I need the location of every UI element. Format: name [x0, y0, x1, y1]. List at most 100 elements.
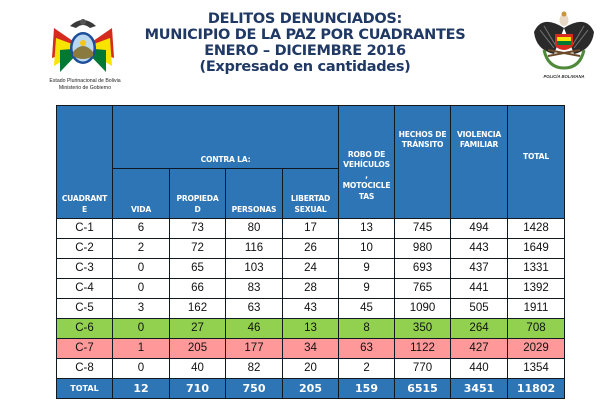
table-row-c5: C-5 3 162 63 43 45 1090 505 1911 [56, 298, 566, 319]
cell-personas: 63 [225, 298, 283, 319]
title-line-2: MUNICIPIO DE LA PAZ POR CUADRANTES [144, 27, 466, 43]
header-violencia-line-1: VIOLENCIA [457, 129, 502, 139]
header-libertad-line-2: SEXUAL [294, 204, 327, 214]
table-row-c7-highest: C-7 1 205 177 34 63 1122 427 2029 [56, 338, 566, 359]
header-libertad-sexual: LIBERTAD SEXUAL [281, 168, 340, 219]
cell-personas: 116 [225, 238, 283, 259]
header-violencia-line-2: FAMILIAR [459, 140, 499, 149]
table-row-c3: C-3 0 65 103 24 9 693 437 1331 [56, 258, 566, 279]
cell-propiedad: 40 [169, 358, 226, 379]
cell-personas: 103 [225, 258, 283, 279]
cell-total-propiedad: 710 [169, 378, 226, 399]
cell-vida: 3 [112, 298, 170, 319]
cell-violencia-familiar: 494 [450, 218, 509, 239]
cell-propiedad: 72 [169, 238, 226, 259]
cell-total: 1428 [507, 218, 566, 239]
table-row-c2: C-2 2 72 116 26 10 980 443 1649 [56, 238, 566, 259]
cell-violencia-familiar: 427 [450, 338, 509, 359]
cell-libertad-sexual: 28 [281, 278, 340, 299]
cell-cuadrante: C-4 [56, 278, 113, 299]
cell-total-robo-vehiculos: 159 [338, 378, 396, 399]
cell-total: 708 [507, 318, 566, 339]
table-row-c8: C-8 0 40 82 20 2 770 440 1354 [56, 358, 566, 379]
cell-libertad-sexual: 17 [281, 218, 340, 239]
cell-violencia-familiar: 505 [450, 298, 509, 319]
header-robo-line-3: , [365, 170, 368, 180]
cell-total: 1331 [507, 258, 566, 279]
cell-propiedad: 65 [169, 258, 226, 279]
cell-vida: 0 [112, 318, 170, 339]
cell-violencia-familiar: 440 [450, 358, 509, 379]
cell-vida: 6 [112, 218, 170, 239]
logo-caption: POLICÍA BOLIVIANA [543, 74, 585, 79]
cell-total: 1354 [507, 358, 566, 379]
cell-personas: 82 [225, 358, 283, 379]
header-personas: PERSONAS [225, 168, 283, 219]
cell-propiedad: 73 [169, 218, 226, 239]
header-contra-la: CONTRA LA: [111, 105, 340, 169]
header-cuadrante-line-1: CUADRANT [61, 194, 108, 203]
cell-personas: 46 [225, 318, 283, 339]
cell-vida: 0 [112, 358, 170, 379]
cell-libertad-sexual: 26 [281, 238, 340, 259]
header-vida: VIDA [112, 168, 170, 219]
cell-robo-vehiculos: 8 [338, 318, 396, 339]
cell-total: 2029 [507, 338, 566, 359]
cell-cuadrante: C-6 [56, 318, 113, 339]
cell-total-personas: 750 [225, 378, 283, 399]
cell-violencia-familiar: 443 [450, 238, 509, 259]
cell-libertad-sexual: 20 [281, 358, 340, 379]
header-transito-line-1: HECHOS DE [398, 129, 447, 139]
cell-vida: 0 [112, 258, 170, 279]
cell-propiedad: 66 [169, 278, 226, 299]
cell-hechos-transito: 745 [394, 218, 452, 239]
cell-grand-total: 11802 [507, 378, 566, 399]
header-robo-line-4: MOTOCICLE [342, 181, 391, 191]
cell-hechos-transito: 765 [394, 278, 452, 299]
header-propiedad-line-2: D [194, 204, 201, 214]
title-line-4: (Expresado en cantidades) [199, 59, 411, 75]
cell-cuadrante: C-7 [56, 338, 113, 359]
cell-hechos-transito: 980 [394, 238, 452, 259]
cell-libertad-sexual: 43 [281, 298, 340, 319]
cell-personas: 80 [225, 218, 283, 239]
cell-robo-vehiculos: 45 [338, 298, 396, 319]
bolivia-coat-of-arms-icon [52, 19, 114, 72]
table-row-total: TOTAL 12 710 750 205 159 6515 3451 11802 [56, 378, 566, 399]
header-robo-line-1: ROBO DE [347, 149, 386, 159]
cell-hechos-transito: 693 [394, 258, 452, 279]
cell-cuadrante: C-2 [56, 238, 113, 259]
cell-total: 1911 [507, 298, 566, 319]
report-title: DELITOS DENUNCIADOS: MUNICIPIO DE LA PAZ… [140, 11, 470, 75]
cell-cuadrante: C-1 [56, 218, 113, 239]
title-line-3: ENERO – DICIEMBRE 2016 [204, 43, 406, 59]
table-row-c6-lowest: C-6 0 27 46 13 8 350 264 708 [56, 318, 566, 339]
crime-stats-table: CUADRANT E CONTRA LA: ROBO DE VEHÍCULOS … [56, 105, 566, 399]
table-row-c4: C-4 0 66 83 28 9 765 441 1392 [56, 278, 566, 299]
cell-robo-vehiculos: 10 [338, 238, 396, 259]
cell-libertad-sexual: 13 [281, 318, 340, 339]
cell-violencia-familiar: 437 [450, 258, 509, 279]
cell-violencia-familiar: 264 [450, 318, 509, 339]
cell-propiedad: 205 [169, 338, 226, 359]
cell-vida: 0 [112, 278, 170, 299]
cell-robo-vehiculos: 13 [338, 218, 396, 239]
cell-robo-vehiculos: 2 [338, 358, 396, 379]
cell-total: 1392 [507, 278, 566, 299]
cell-cuadrante: C-3 [56, 258, 113, 279]
header-propiedad: PROPIEDA D [169, 168, 226, 219]
header-cuadrante-line-2: E [82, 204, 87, 214]
cell-hechos-transito: 770 [394, 358, 452, 379]
cell-propiedad: 27 [169, 318, 226, 339]
cell-hechos-transito: 350 [394, 318, 452, 339]
cell-robo-vehiculos: 9 [338, 258, 396, 279]
cell-cuadrante: C-5 [56, 298, 113, 319]
policia-boliviana-eagle-emblem-icon [534, 11, 594, 70]
header-robo-line-5: TAS [358, 191, 375, 201]
header-violencia-familiar: VIOLENCIA FAMILIAR [450, 105, 509, 219]
cell-total-libertad-sexual: 205 [281, 378, 340, 399]
header-hechos-transito: HECHOS DE TRÁNSITO [394, 105, 452, 219]
cell-total: 1649 [507, 238, 566, 259]
cell-hechos-transito: 1122 [394, 338, 452, 359]
header-propiedad-line-1: PROPIEDA [176, 194, 219, 203]
